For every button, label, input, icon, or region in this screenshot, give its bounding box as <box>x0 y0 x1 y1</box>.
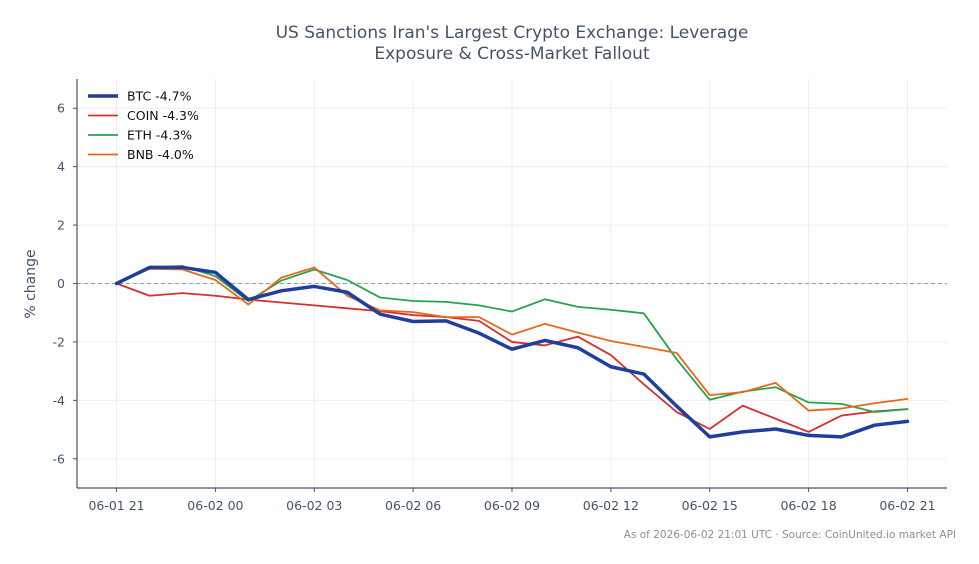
series-line-bnb <box>115 266 909 412</box>
y-tick-label: -4 <box>53 393 66 408</box>
x-tick-label: 06-02 21 <box>879 498 935 513</box>
chart-title-line-1: US Sanctions Iran's Largest Crypto Excha… <box>276 23 749 43</box>
y-axis-ticks: 6 4 2 0 -2 -4 -6 <box>53 101 77 466</box>
chart-title: US Sanctions Iran's Largest Crypto Excha… <box>276 23 749 64</box>
chart-title-line-2: Exposure & Cross-Market Fallout <box>374 44 650 64</box>
legend-label: BNB -4.0% <box>127 147 194 162</box>
legend: BTC -4.7% COIN -4.3% ETH -4.3% BNB -4.0% <box>88 89 199 162</box>
y-axis-label: % change <box>23 249 39 318</box>
legend-label: BTC -4.7% <box>127 89 192 104</box>
legend-label: ETH -4.3% <box>127 128 192 143</box>
x-tick-label: 06-02 03 <box>286 498 342 513</box>
x-tick-label: 06-02 06 <box>385 498 441 513</box>
x-tick-label: 06-02 00 <box>187 498 243 513</box>
y-tick-label: 2 <box>57 218 65 233</box>
x-tick-label: 06-02 12 <box>583 498 639 513</box>
source-footnote: As of 2026-06-02 21:01 UTC · Source: Coi… <box>624 529 956 541</box>
x-axis-ticks: 06-01 21 06-02 00 06-02 03 06-02 06 06-02 09… <box>88 488 936 513</box>
y-tick-label: 4 <box>57 159 65 174</box>
series-lines <box>114 265 910 439</box>
x-tick-label: 06-02 18 <box>780 498 836 513</box>
x-tick-label: 06-02 15 <box>682 498 738 513</box>
y-tick-label: 6 <box>57 101 65 116</box>
series-line-btc <box>114 265 910 439</box>
legend-label: COIN -4.3% <box>127 108 199 123</box>
x-tick-label: 06-01 21 <box>88 498 144 513</box>
y-tick-label: -6 <box>53 451 66 466</box>
y-tick-label: 0 <box>57 276 65 291</box>
x-tick-label: 06-02 09 <box>484 498 540 513</box>
y-tick-label: -2 <box>53 334 65 349</box>
